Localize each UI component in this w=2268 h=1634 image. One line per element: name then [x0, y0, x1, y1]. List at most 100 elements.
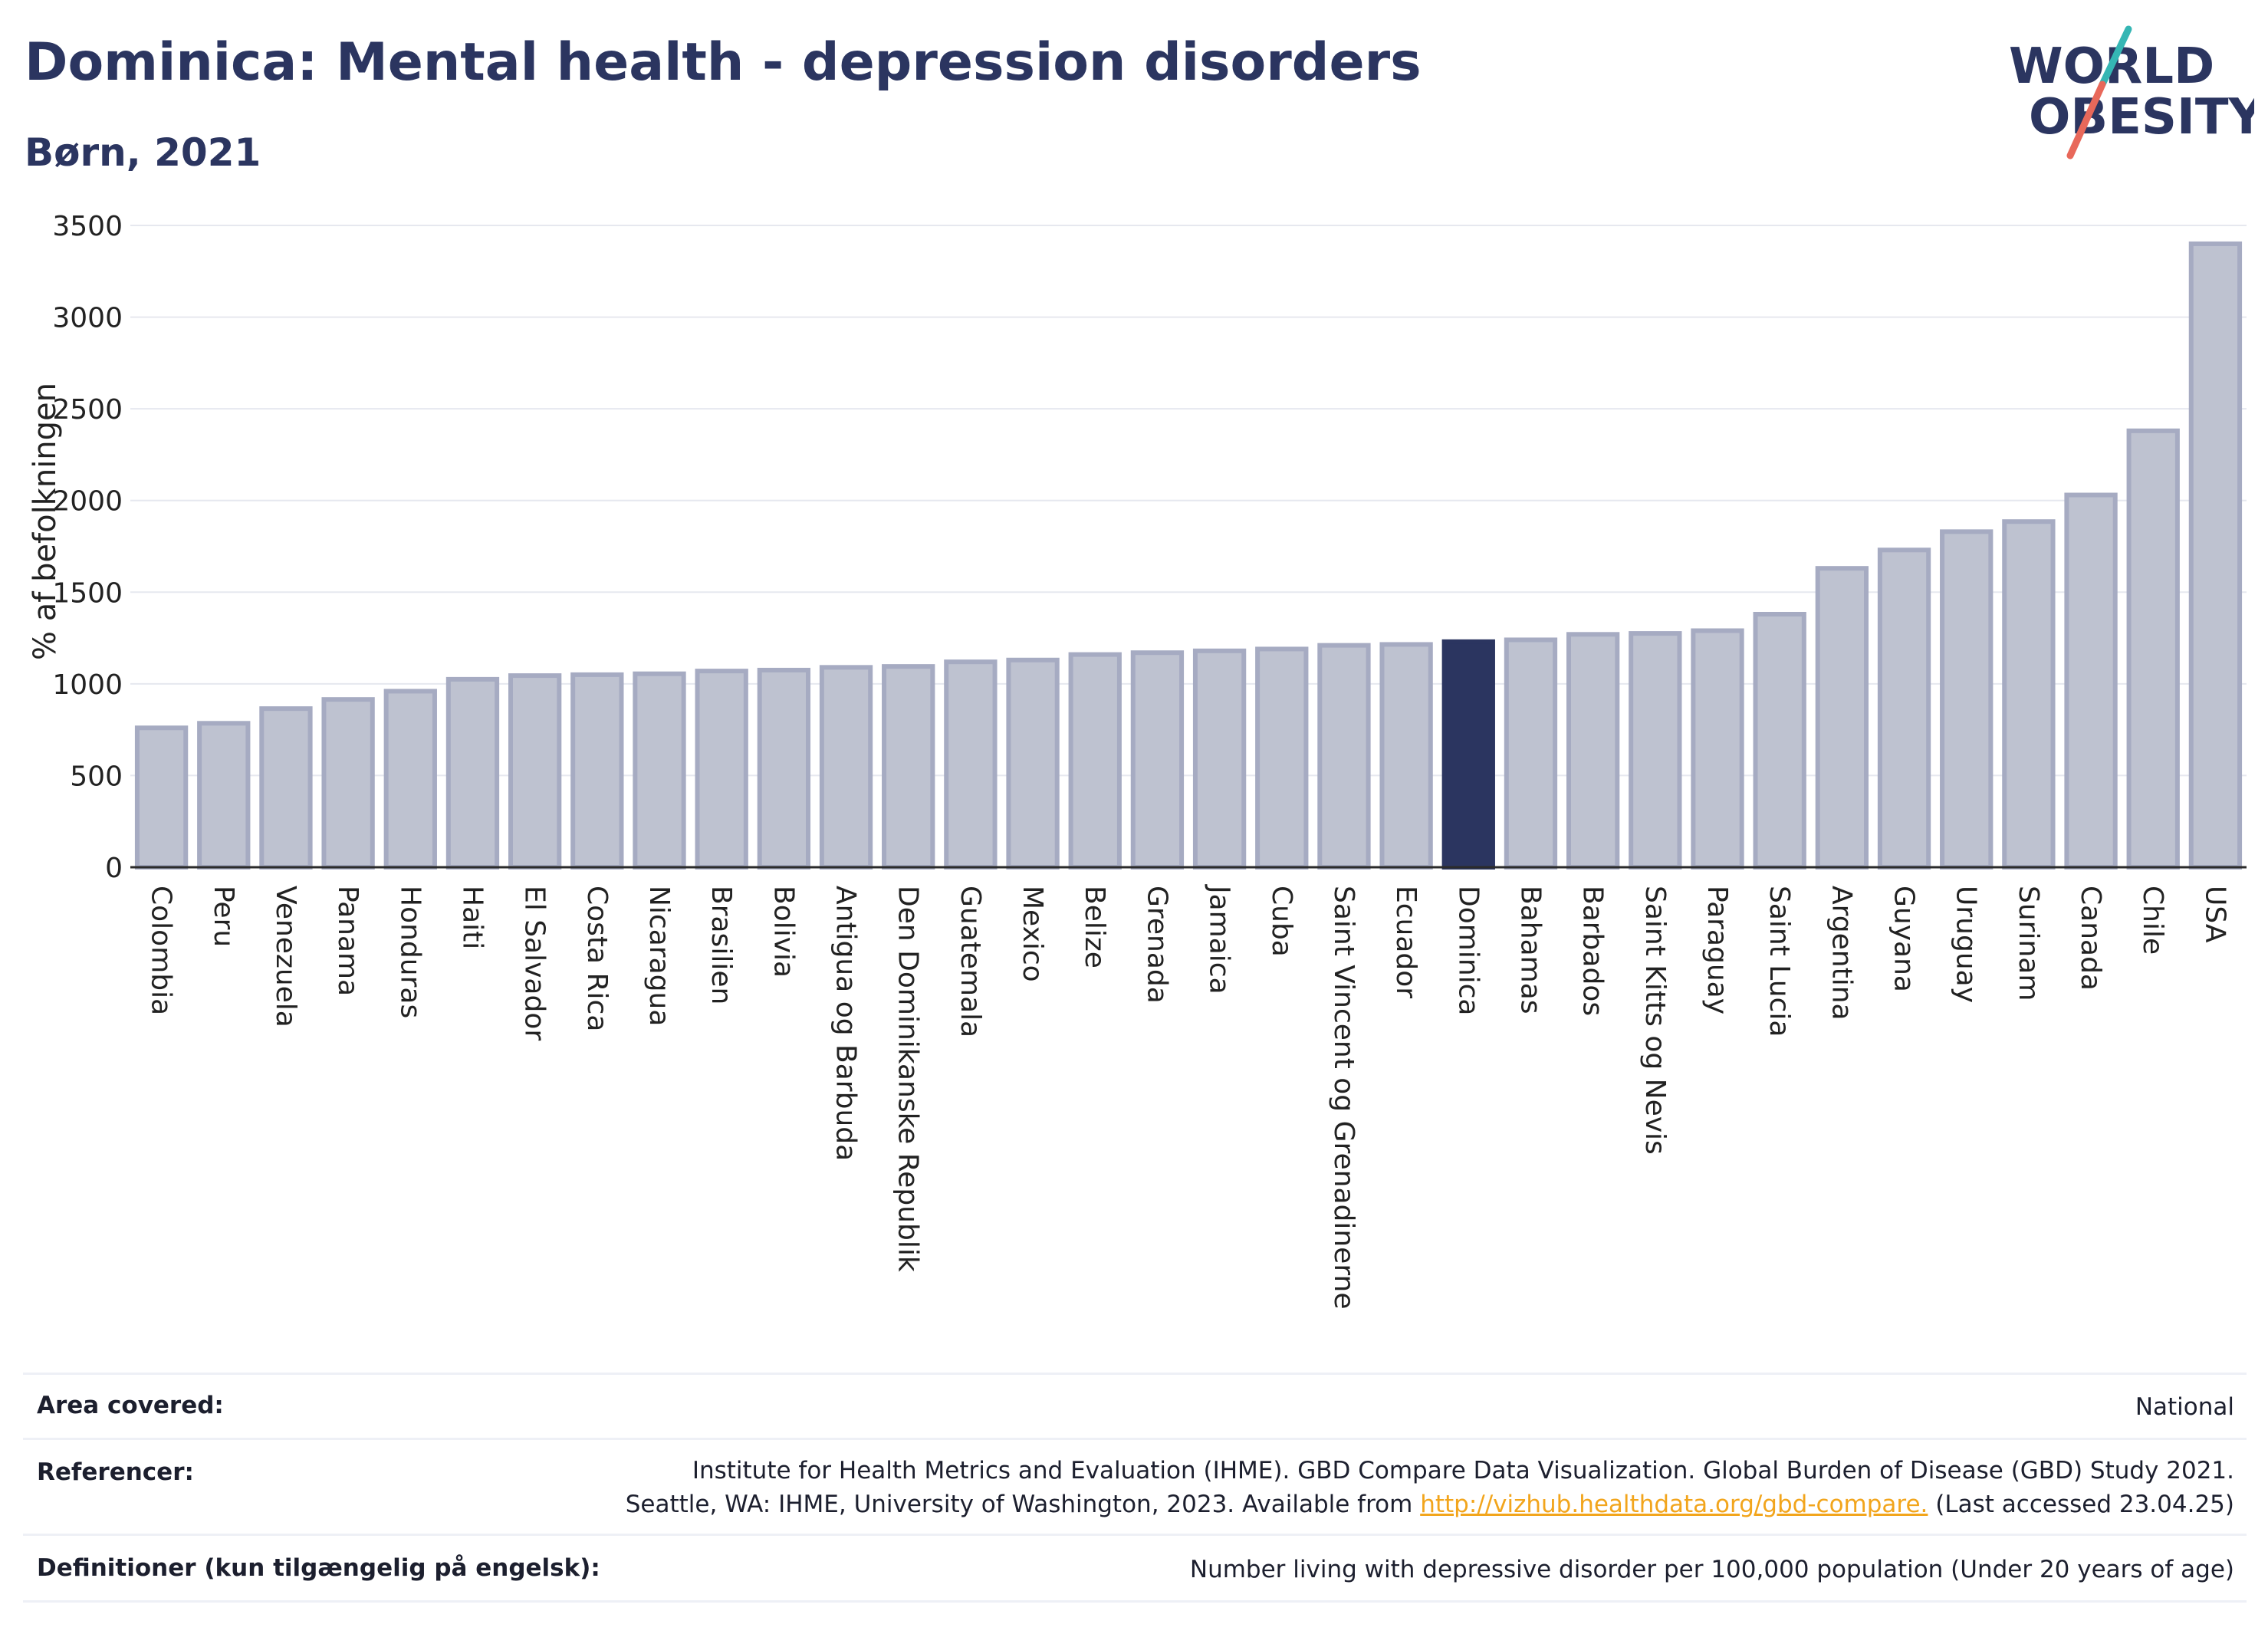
x-tick-label: Saint Kitts og Nevis: [1639, 886, 1671, 1155]
bar-highlight: [1441, 639, 1495, 870]
y-tick-label: 3000: [52, 303, 123, 334]
bar: [134, 725, 189, 870]
y-tick-label: 2000: [52, 486, 123, 518]
x-tick-label: Uruguay: [1951, 886, 1982, 1003]
x-tick-label: Saint Vincent og Grenadinerne: [1328, 886, 1359, 1309]
x-tick-label: Ecuador: [1390, 886, 1422, 998]
x-tick-label: Venezuela: [270, 886, 301, 1027]
y-tick-label: 0: [105, 853, 123, 884]
footer-row-definitions: Definitioner (kun tilgængelig på engelsk…: [23, 1534, 2247, 1600]
x-tick-label: USA: [2199, 886, 2230, 943]
y-tick-label: 500: [70, 761, 123, 792]
bar: [1566, 632, 1620, 870]
bar: [2002, 519, 2056, 870]
references-line-1: Institute for Health Metrics and Evaluat…: [692, 1457, 2234, 1484]
bar: [944, 659, 998, 870]
x-tick-label: Grenada: [1141, 886, 1172, 1004]
x-tick-label: Brasilien: [705, 886, 737, 1004]
bar: [570, 672, 624, 870]
bar: [197, 721, 251, 870]
x-tick-label: Den Dominikanske Republik: [892, 886, 924, 1272]
bar: [1130, 650, 1185, 870]
bar: [633, 671, 686, 870]
x-tick-label: Argentina: [1826, 886, 1857, 1021]
bar: [1504, 637, 1558, 870]
references-line-2-suffix: (Last accessed 23.04.25): [1928, 1491, 2234, 1518]
y-tick-label: 3500: [52, 211, 123, 242]
area-covered-value: National: [2135, 1393, 2234, 1421]
definitions-value: Number living with depressive disorder p…: [1189, 1556, 2234, 1583]
x-tick-label: Cuba: [1266, 886, 1297, 957]
references-line-2: Seattle, WA: IHME, University of Washing…: [626, 1488, 2234, 1521]
footer-table: Area covered: National Referencer: Insti…: [23, 1373, 2247, 1603]
bar-chart: 0 500 1000 1500 2000 2500 3000 3500 Colombia Per…: [28, 211, 2247, 1309]
references-label: Referencer:: [37, 1458, 194, 1486]
logo-line-2: OBESITY: [2029, 89, 2254, 146]
chart-title: Dominica: Mental health - depression dis…: [25, 32, 1422, 93]
area-covered-label: Area covered:: [37, 1392, 224, 1419]
bar: [1815, 566, 1869, 870]
x-tick-label: Canada: [2075, 886, 2106, 991]
bar: [1317, 643, 1371, 870]
x-tick-label: Honduras: [394, 886, 426, 1018]
logo-slash-teal: [2099, 25, 2132, 88]
bar: [445, 676, 500, 870]
x-tick-label: Barbados: [1577, 886, 1609, 1016]
references-line-2-text: Seattle, WA: IHME, University of Washing…: [625, 1491, 1421, 1518]
world-obesity-logo: WORLD OBESITY: [2009, 25, 2254, 159]
bar: [819, 665, 873, 870]
bar: [2188, 241, 2243, 870]
x-tick-label: Colombia: [146, 886, 177, 1015]
bar: [1006, 657, 1060, 870]
bar: [1379, 642, 1433, 870]
x-tick-label: Surinam: [2013, 886, 2044, 1001]
y-tick-label: 1500: [52, 577, 123, 609]
y-axis-ticks: 0 500 1000 1500 2000 2500 3000 3500: [52, 211, 123, 884]
x-axis-ticks: Colombia Peru Venezuela Panama Honduras Haiti…: [146, 884, 2231, 1309]
y-axis-label: % af befolkningen: [28, 383, 63, 660]
chart-subtitle: Børn, 2021: [25, 130, 261, 175]
x-tick-label: Peru: [208, 886, 239, 947]
x-tick-label: Saint Lucia: [1763, 886, 1795, 1037]
bar: [1068, 652, 1122, 870]
bar: [1629, 631, 1682, 870]
x-tick-label: Guyana: [1888, 886, 1920, 992]
bars: [134, 241, 2243, 870]
references-value: Institute for Health Metrics and Evaluat…: [626, 1454, 2234, 1521]
x-tick-label: Nicaragua: [643, 886, 675, 1026]
bar: [2064, 492, 2118, 870]
y-tick-label: 1000: [52, 669, 123, 701]
footer-row-references: Referencer: Institute for Health Metrics…: [23, 1438, 2247, 1534]
bar: [321, 697, 375, 870]
footer-row-area: Area covered: National: [23, 1373, 2247, 1438]
x-tick-label: Panama: [332, 886, 363, 996]
bar: [1192, 648, 1247, 870]
x-tick-label: Paraguay: [1701, 886, 1733, 1014]
bar: [508, 673, 562, 870]
bar: [2126, 428, 2180, 870]
x-tick-label: Jamaica: [1204, 884, 1235, 995]
bar: [882, 664, 935, 870]
bar: [259, 706, 313, 870]
bar: [1753, 611, 1806, 870]
x-tick-label: El Salvador: [519, 886, 551, 1041]
references-link[interactable]: http://vizhub.healthdata.org/gbd-compare…: [1420, 1491, 1928, 1518]
logo-slash-coral: [2066, 81, 2106, 159]
x-tick-label: Mexico: [1017, 886, 1048, 982]
x-tick-label: Belize: [1079, 886, 1110, 968]
y-tick-label: 2500: [52, 394, 123, 426]
bar: [1255, 646, 1309, 870]
footer-bottom-border: [23, 1600, 2247, 1603]
x-tick-label: Bahamas: [1514, 886, 1546, 1014]
x-tick-label: Bolivia: [768, 886, 799, 978]
bar: [1877, 547, 1931, 870]
x-tick-label: Antigua og Barbuda: [830, 886, 862, 1161]
x-tick-label: Guatemala: [955, 886, 986, 1037]
bar: [1940, 529, 1994, 870]
bar: [695, 669, 748, 870]
bar: [1691, 628, 1744, 870]
definitions-label: Definitioner (kun tilgængelig på engelsk…: [37, 1554, 600, 1582]
bar: [757, 667, 811, 870]
x-tick-label: Costa Rica: [581, 886, 613, 1031]
x-tick-label: Chile: [2137, 886, 2168, 955]
